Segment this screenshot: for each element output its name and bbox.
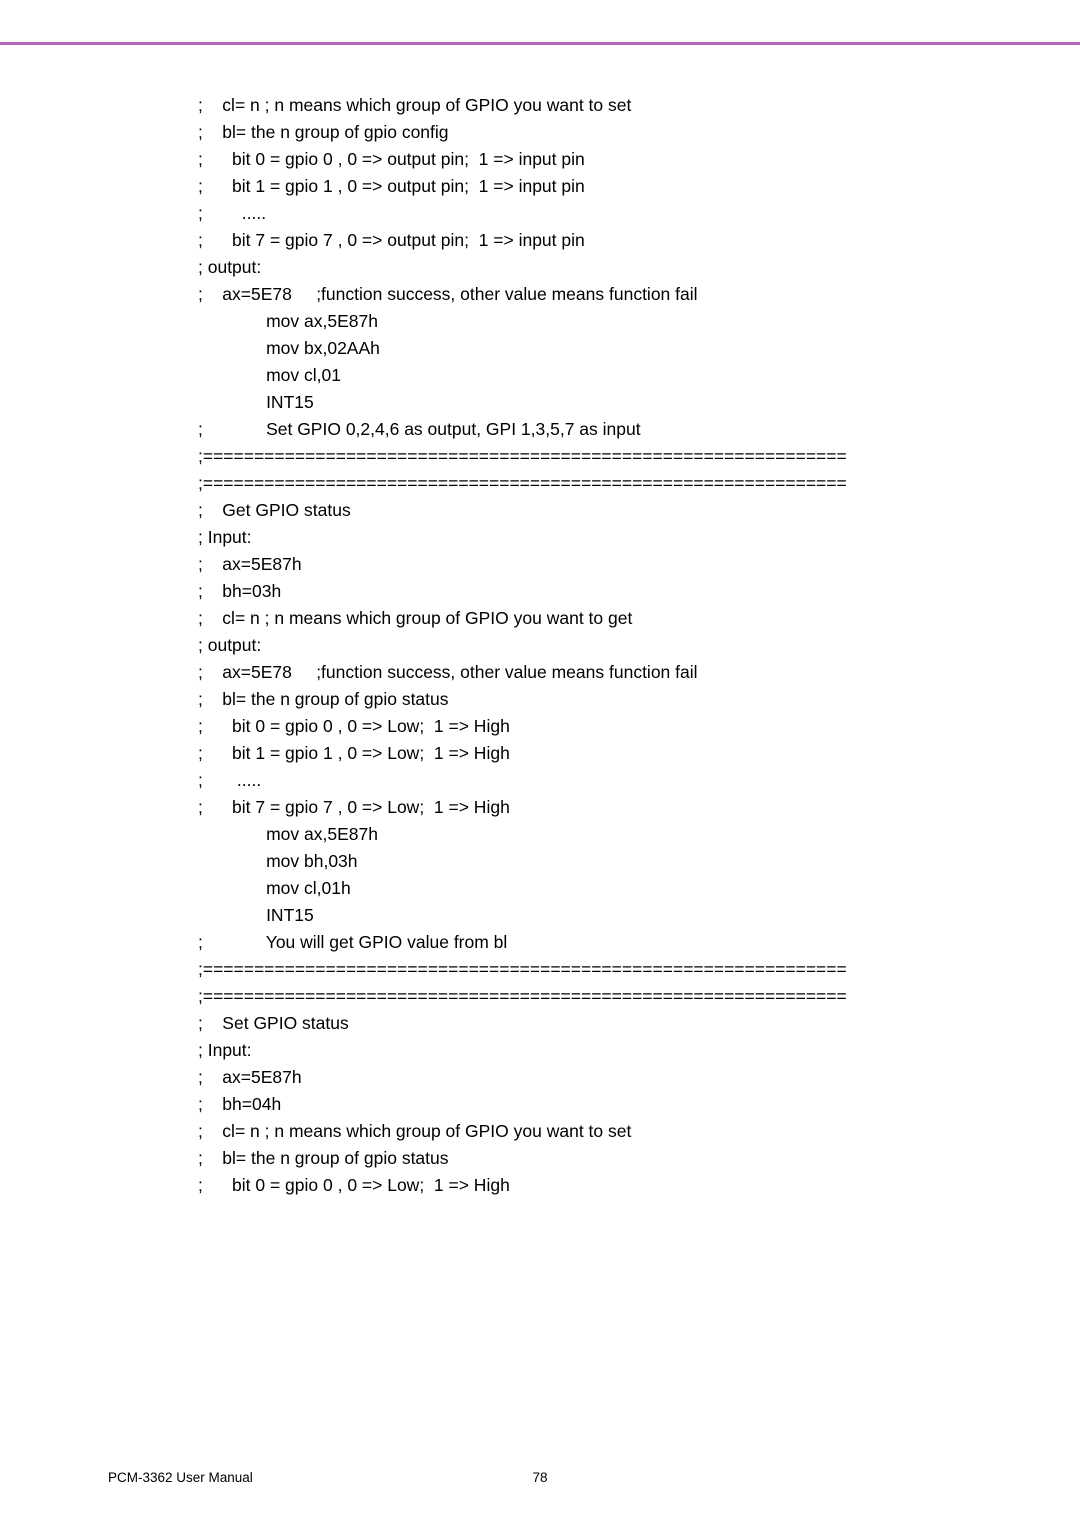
- code-line: ; .....: [198, 200, 958, 227]
- top-accent-bar: [0, 42, 1080, 45]
- code-line: INT15: [198, 902, 958, 929]
- code-line: ;=======================================…: [198, 443, 958, 470]
- code-line: ; bh=03h: [198, 578, 958, 605]
- code-line: ; bit 0 = gpio 0 , 0 => Low; 1 => High: [198, 1172, 958, 1199]
- code-line: ; cl= n ; n means which group of GPIO yo…: [198, 605, 958, 632]
- code-line: ; ax=5E87h: [198, 1064, 958, 1091]
- code-line: ; bl= the n group of gpio status: [198, 1145, 958, 1172]
- code-line: ;=======================================…: [198, 956, 958, 983]
- code-line: ; cl= n ; n means which group of GPIO yo…: [198, 1118, 958, 1145]
- code-line: ; ax=5E87h: [198, 551, 958, 578]
- code-line: mov ax,5E87h: [198, 308, 958, 335]
- code-line: ; ax=5E78 ;function success, other value…: [198, 659, 958, 686]
- code-line: ; bl= the n group of gpio config: [198, 119, 958, 146]
- code-line: ; bit 7 = gpio 7 , 0 => Low; 1 => High: [198, 794, 958, 821]
- code-line: ; output:: [198, 254, 958, 281]
- code-line: ;=======================================…: [198, 470, 958, 497]
- code-line: ;=======================================…: [198, 983, 958, 1010]
- code-line: ; bit 0 = gpio 0 , 0 => output pin; 1 =>…: [198, 146, 958, 173]
- code-line: ; Set GPIO status: [198, 1010, 958, 1037]
- code-line: ; bit 7 = gpio 7 , 0 => output pin; 1 =>…: [198, 227, 958, 254]
- code-line: ; bit 1 = gpio 1 , 0 => Low; 1 => High: [198, 740, 958, 767]
- page-footer: PCM-3362 User Manual 78: [108, 1470, 972, 1485]
- code-line: ; bl= the n group of gpio status: [198, 686, 958, 713]
- code-line: ; bit 1 = gpio 1 , 0 => output pin; 1 =>…: [198, 173, 958, 200]
- code-line: ; Input:: [198, 524, 958, 551]
- code-line: ; ax=5E78 ;function success, other value…: [198, 281, 958, 308]
- code-line: ; .....: [198, 767, 958, 794]
- code-line: ; cl= n ; n means which group of GPIO yo…: [198, 92, 958, 119]
- code-line: ; Set GPIO 0,2,4,6 as output, GPI 1,3,5,…: [198, 416, 958, 443]
- code-line: mov cl,01h: [198, 875, 958, 902]
- code-line: mov cl,01: [198, 362, 958, 389]
- code-line: ; Get GPIO status: [198, 497, 958, 524]
- code-line: mov bx,02AAh: [198, 335, 958, 362]
- code-line: ; You will get GPIO value from bl: [198, 929, 958, 956]
- code-line: ; bit 0 = gpio 0 , 0 => Low; 1 => High: [198, 713, 958, 740]
- code-line: ; output:: [198, 632, 958, 659]
- code-content: ; cl= n ; n means which group of GPIO yo…: [198, 92, 958, 1199]
- code-line: mov ax,5E87h: [198, 821, 958, 848]
- code-line: ; bh=04h: [198, 1091, 958, 1118]
- footer-page-number: 78: [532, 1470, 547, 1485]
- code-line: INT15: [198, 389, 958, 416]
- footer-manual-title: PCM-3362 User Manual: [108, 1470, 253, 1485]
- code-line: mov bh,03h: [198, 848, 958, 875]
- code-line: ; Input:: [198, 1037, 958, 1064]
